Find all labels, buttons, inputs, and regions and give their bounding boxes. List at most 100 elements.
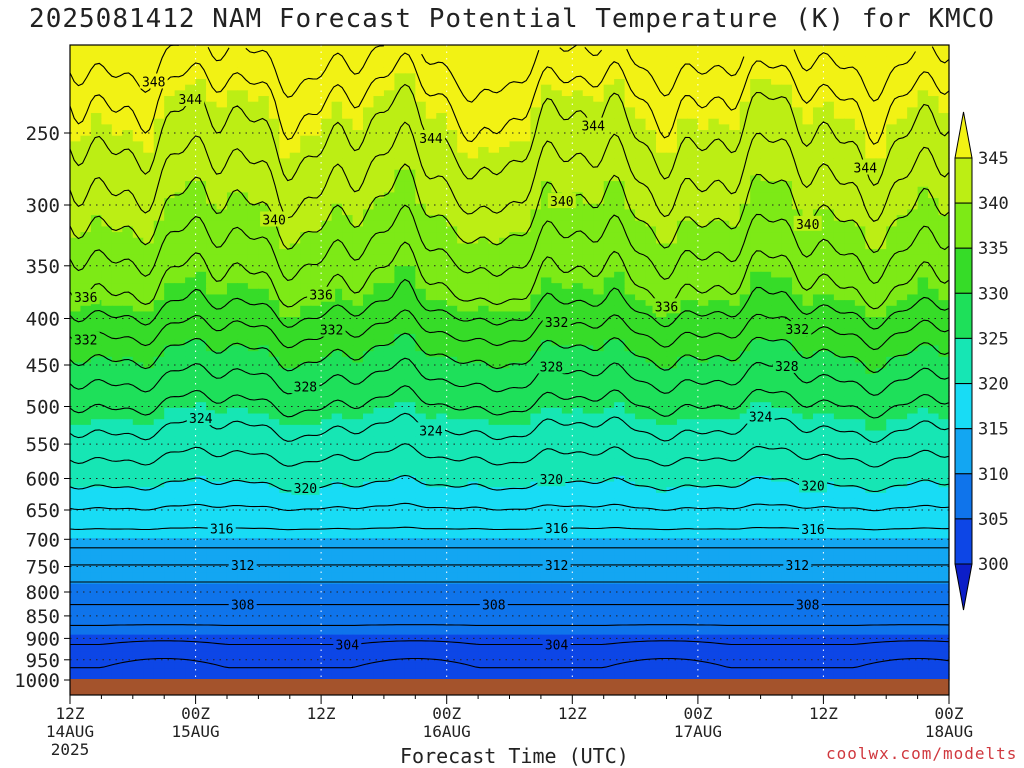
fill-cell xyxy=(80,107,92,114)
fill-cell xyxy=(132,198,144,205)
fill-cell xyxy=(812,271,825,279)
fill-cell xyxy=(206,79,218,86)
fill-cell xyxy=(185,192,197,199)
fill-cell xyxy=(802,192,814,199)
fill-cell xyxy=(760,226,772,233)
fill-cell xyxy=(812,328,825,335)
fill-cell xyxy=(718,90,730,97)
fill-cell xyxy=(739,362,751,369)
fill-cell xyxy=(614,283,626,290)
fill-cell xyxy=(268,175,280,182)
fill-cell xyxy=(310,232,322,239)
fill-cell xyxy=(875,101,887,108)
fill-cell xyxy=(875,300,887,307)
fill-cell xyxy=(111,232,123,239)
fill-cell xyxy=(561,141,573,148)
fill-cell xyxy=(739,215,751,222)
fill-cell xyxy=(687,118,699,125)
fill-cell xyxy=(467,175,479,182)
fill-cell xyxy=(687,130,699,137)
fill-cell xyxy=(938,67,950,74)
fill-cell xyxy=(394,84,406,91)
fill-cell xyxy=(153,56,165,63)
fill-cell xyxy=(342,203,354,211)
fill-cell xyxy=(226,334,239,341)
fill-cell xyxy=(436,124,448,131)
fill-cell xyxy=(363,209,375,216)
fill-cell xyxy=(80,271,92,279)
fill-cell xyxy=(896,90,908,97)
fill-cell xyxy=(300,356,312,364)
fill-cell xyxy=(802,152,814,159)
fill-cell xyxy=(258,118,270,125)
fill-cell xyxy=(321,232,333,239)
fill-cell xyxy=(708,220,720,228)
fill-cell xyxy=(185,226,197,233)
fill-cell xyxy=(917,50,929,57)
fill-cell xyxy=(143,266,155,273)
fill-cell xyxy=(540,79,552,86)
fill-cell xyxy=(300,130,312,137)
fill-cell xyxy=(499,101,511,108)
fill-cell xyxy=(917,203,929,211)
fill-cell xyxy=(499,90,511,97)
fill-cell xyxy=(614,124,626,131)
fill-cell xyxy=(70,113,82,120)
fill-cell xyxy=(247,322,259,330)
fill-cell xyxy=(854,294,866,301)
fill-cell xyxy=(572,181,584,188)
fill-cell xyxy=(823,334,835,341)
fill-cell xyxy=(373,300,385,307)
fill-cell xyxy=(80,215,92,222)
fill-cell xyxy=(519,288,532,296)
fill-cell xyxy=(854,271,866,279)
fill-cell xyxy=(174,181,186,188)
fill-cell xyxy=(771,339,783,347)
fill-cell xyxy=(101,260,113,267)
fill-cell xyxy=(833,175,845,182)
fill-cell xyxy=(865,84,877,91)
fill-cell xyxy=(90,124,102,131)
fill-cell xyxy=(760,328,772,335)
fill-cell xyxy=(132,300,144,307)
fill-cell xyxy=(383,181,395,188)
fill-cell xyxy=(310,141,322,148)
fill-cell xyxy=(739,277,751,284)
fill-cell xyxy=(812,186,825,194)
fill-cell xyxy=(645,283,657,290)
fill-cell xyxy=(687,73,699,80)
fill-cell xyxy=(561,260,573,267)
fill-cell xyxy=(760,107,772,114)
fill-cell xyxy=(624,67,636,74)
fill-cell xyxy=(635,73,647,80)
fill-cell xyxy=(928,164,940,171)
fill-cell xyxy=(750,79,762,86)
fill-cell xyxy=(917,328,929,335)
fill-cell xyxy=(488,294,500,301)
fill-cell xyxy=(70,181,82,188)
fill-cell xyxy=(80,124,92,131)
fill-cell xyxy=(331,283,343,290)
fill-cell xyxy=(697,237,709,245)
fill-cell xyxy=(593,56,605,63)
fill-cell xyxy=(907,305,919,313)
fill-cell xyxy=(624,147,636,154)
fill-cell xyxy=(132,73,144,80)
fill-cell xyxy=(436,203,448,211)
fill-cell xyxy=(718,260,730,267)
fill-cell xyxy=(206,62,218,69)
fill-cell xyxy=(164,198,176,205)
fill-cell xyxy=(237,56,249,63)
fill-cell xyxy=(237,50,249,57)
fill-cell xyxy=(865,181,877,188)
fill-cell xyxy=(446,317,458,324)
fill-cell xyxy=(373,322,385,330)
fill-cell xyxy=(875,158,887,165)
fill-cell xyxy=(676,186,688,194)
fill-cell xyxy=(457,158,469,165)
fill-cell xyxy=(289,181,301,188)
fill-cell xyxy=(750,215,762,222)
fill-cell xyxy=(519,84,532,91)
fill-cell xyxy=(603,62,615,69)
fill-cell xyxy=(750,368,762,375)
